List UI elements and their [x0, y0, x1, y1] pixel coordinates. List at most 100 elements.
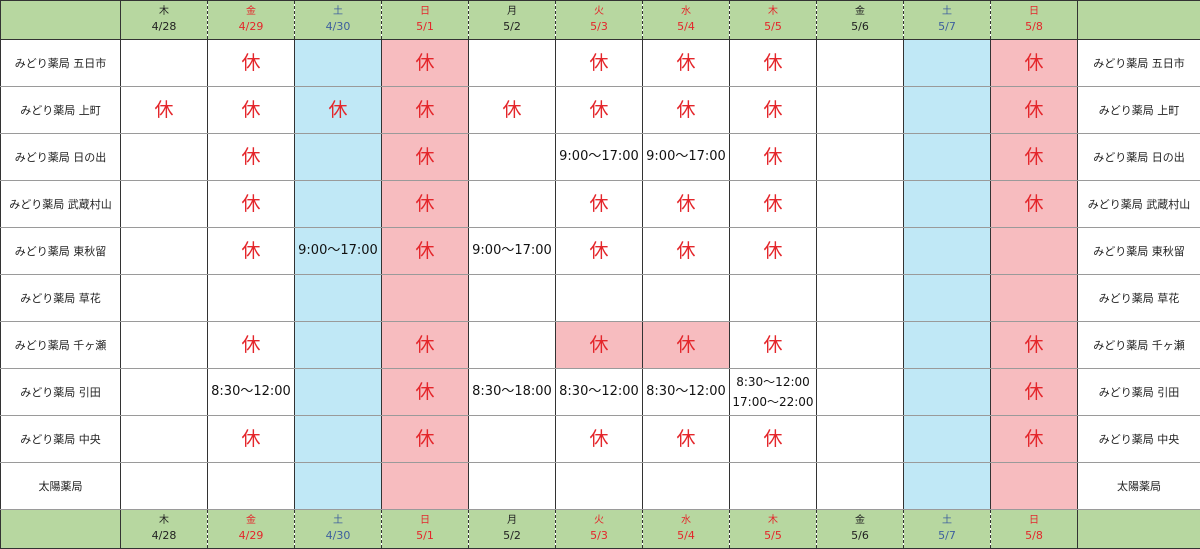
top-day-header: 土 5/7: [903, 0, 991, 40]
schedule-cell: [816, 180, 904, 228]
schedule-cell: [294, 321, 382, 369]
schedule-cell: [381, 274, 469, 322]
bottom-corner-left: [0, 509, 121, 549]
date-label: 5/2: [503, 20, 521, 33]
closed-cell: 休: [729, 227, 817, 275]
closed-cell: 休: [642, 39, 730, 87]
closed-cell: 休: [381, 321, 469, 369]
closed-cell: 休: [642, 180, 730, 228]
schedule-cell: [816, 462, 904, 510]
bottom-day-header: 木 5/5: [729, 509, 817, 549]
schedule-cell: [120, 274, 208, 322]
schedule-cell: [468, 180, 556, 228]
top-day-header: 金 4/29: [207, 0, 295, 40]
closed-cell: 休: [207, 415, 295, 463]
schedule-cell: [555, 274, 643, 322]
schedule-cell: [207, 274, 295, 322]
schedule-cell: [468, 39, 556, 87]
schedule-cell: [468, 321, 556, 369]
closed-cell: 休: [990, 180, 1078, 228]
date-label: 5/4: [677, 20, 695, 33]
date-label: 4/30: [325, 20, 351, 33]
weekday-label: 水: [681, 515, 691, 526]
pharmacy-name: みどり薬局 五日市: [0, 39, 121, 87]
header-row-bottom: 木 4/28 金 4/29 土 4/30 日 5/1 月 5/2 火 5/3 水 5/4 木 5/5 金 5/6 土…: [0, 509, 1200, 549]
closed-cell: 休: [468, 86, 556, 134]
date-label: 5/5: [764, 20, 782, 33]
schedule-cell: [990, 227, 1078, 275]
schedule-cell: [903, 133, 991, 181]
pharmacy-name-right: みどり薬局 武蔵村山: [1077, 180, 1200, 228]
schedule-cell: [903, 86, 991, 134]
closed-cell: 休: [555, 227, 643, 275]
closed-cell: 休: [729, 133, 817, 181]
weekday-label: 月: [507, 515, 517, 526]
pharmacy-name: みどり薬局 中央: [0, 415, 121, 463]
date-label: 5/2: [503, 529, 521, 542]
schedule-cell: [729, 274, 817, 322]
schedule-cell: [903, 227, 991, 275]
bottom-day-header: 火 5/3: [555, 509, 643, 549]
hours-cell: 8:30〜12:00 17:00〜22:00: [729, 368, 817, 416]
weekday-label: 金: [246, 515, 256, 526]
date-label: 5/3: [590, 20, 608, 33]
pharmacy-name-right: みどり薬局 中央: [1077, 415, 1200, 463]
pharmacy-name: みどり薬局 武蔵村山: [0, 180, 121, 228]
schedule-cell: [120, 227, 208, 275]
schedule-cell: [816, 133, 904, 181]
closed-cell: 休: [381, 368, 469, 416]
closed-cell: 休: [990, 415, 1078, 463]
pharmacy-name-right: みどり薬局 東秋留: [1077, 227, 1200, 275]
closed-cell: 休: [729, 415, 817, 463]
hours-cell: 9:00〜17:00: [555, 133, 643, 181]
hours-cell: 8:30〜12:00: [642, 368, 730, 416]
schedule-cell: [642, 462, 730, 510]
schedule-cell: [903, 321, 991, 369]
closed-cell: 休: [990, 368, 1078, 416]
closed-cell: 休: [555, 321, 643, 369]
closed-cell: 休: [381, 39, 469, 87]
schedule-cell: [207, 462, 295, 510]
closed-cell: 休: [381, 415, 469, 463]
schedule-cell: [468, 274, 556, 322]
pharmacy-name-right: みどり薬局 五日市: [1077, 39, 1200, 87]
schedule-cell: [120, 180, 208, 228]
schedule-cell: [816, 39, 904, 87]
weekday-label: 木: [159, 515, 169, 526]
schedule-cell: [816, 274, 904, 322]
closed-cell: 休: [729, 321, 817, 369]
schedule-cell: [294, 39, 382, 87]
closed-cell: 休: [120, 86, 208, 134]
table-row: みどり薬局 引田 8:30〜12:00 休 8:30〜18:00 8:30〜12:00 8…: [0, 368, 1200, 416]
bottom-day-header: 金 5/6: [816, 509, 904, 549]
date-label: 4/29: [238, 529, 264, 542]
schedule-cell: [816, 86, 904, 134]
weekday-label: 月: [507, 6, 517, 17]
weekday-label: 土: [333, 6, 343, 17]
table-row: みどり薬局 中央休休休休休休みどり薬局 中央: [0, 415, 1200, 463]
table-row: みどり薬局 武蔵村山休休休休休休みどり薬局 武蔵村山: [0, 180, 1200, 228]
schedule-cell: [816, 321, 904, 369]
schedule-cell: [642, 274, 730, 322]
closed-cell: 休: [381, 227, 469, 275]
schedule-cell: [903, 462, 991, 510]
pharmacy-name: 太陽薬局: [0, 462, 121, 510]
schedule-cell: [120, 133, 208, 181]
schedule-cell: [120, 368, 208, 416]
closed-cell: 休: [207, 321, 295, 369]
date-label: 4/29: [238, 20, 264, 33]
date-label: 4/30: [325, 529, 351, 542]
pharmacy-name: みどり薬局 日の出: [0, 133, 121, 181]
date-label: 5/8: [1025, 20, 1043, 33]
date-label: 5/4: [677, 529, 695, 542]
top-day-header: 金 5/6: [816, 0, 904, 40]
closed-cell: 休: [729, 39, 817, 87]
hours-cell: 9:00〜17:00: [642, 133, 730, 181]
closed-cell: 休: [555, 39, 643, 87]
schedule-cell: [120, 39, 208, 87]
schedule-cell: [294, 274, 382, 322]
date-label: 4/28: [151, 529, 177, 542]
pharmacy-name-right: 太陽薬局: [1077, 462, 1200, 510]
date-label: 5/7: [938, 529, 956, 542]
